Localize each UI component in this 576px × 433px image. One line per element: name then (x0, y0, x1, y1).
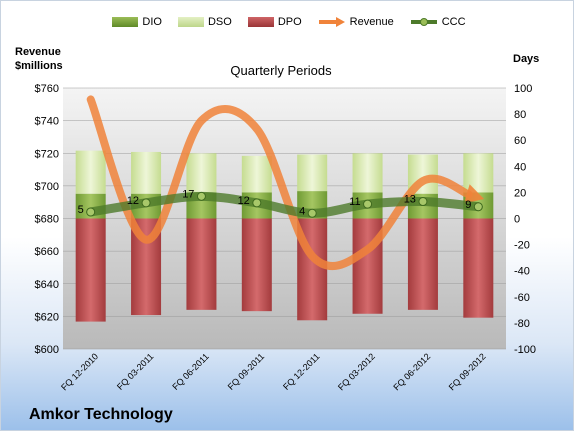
x-axis-tick-label: FQ 06-2011 (170, 351, 211, 392)
legend-label-dpo: DPO (277, 16, 302, 28)
left-axis-tick-label: $760 (35, 83, 59, 95)
ccc-value-label: 17 (182, 188, 194, 200)
left-axis-tick-label: $720 (35, 148, 59, 160)
bar-dso (186, 153, 217, 193)
ccc-point (307, 208, 317, 218)
right-axis-tick-label: -20 (514, 240, 530, 252)
ccc-point (252, 198, 262, 208)
x-axis-tick-label: FQ 12-2011 (281, 351, 322, 392)
right-axis-title: Days (513, 53, 540, 65)
legend-label-dso: DSO (207, 16, 232, 28)
bar-dso (241, 155, 272, 193)
ccc-value-label: 4 (299, 205, 305, 217)
chart-legend: DIO DSO DPO Revenue CCC (1, 13, 573, 31)
chart-title: Quarterly Periods (230, 63, 332, 78)
legend-swatch-dso (177, 17, 204, 27)
x-axis-tick-label: FQ 03-2011 (115, 351, 156, 392)
ccc-point (196, 191, 206, 201)
legend-item-revenue: Revenue (318, 16, 394, 28)
ccc-value-label: 13 (404, 194, 416, 206)
legend-item-dpo: DPO (247, 16, 302, 28)
left-axis-title-line1: Revenue (15, 46, 61, 58)
right-axis-tick-label: 60 (514, 135, 526, 147)
legend-arrow-icon (318, 17, 345, 27)
ccc-value-label: 12 (127, 195, 139, 207)
right-axis-tick-label: -60 (514, 292, 530, 304)
legend-swatch-dpo (247, 17, 274, 27)
ccc-value-label: 9 (465, 199, 471, 211)
left-axis-tick-label: $620 (35, 311, 59, 323)
left-axis-tick-label: $700 (35, 181, 59, 193)
left-axis-tick-label: $740 (35, 116, 59, 128)
bar-dpo (241, 218, 272, 312)
left-axis-title: Revenue $millions (15, 45, 63, 73)
bar-dso (297, 154, 328, 192)
ccc-value-label: 12 (238, 195, 250, 207)
ccc-point (418, 197, 428, 207)
legend-item-dio: DIO (112, 16, 162, 28)
revenue-arrowhead (463, 184, 485, 204)
right-axis-tick-label: 100 (514, 83, 532, 95)
bar-dso (131, 151, 162, 194)
ccc-value-label: 5 (78, 204, 84, 216)
legend-item-dso: DSO (177, 16, 232, 28)
right-axis-tick-label: 40 (514, 161, 526, 173)
x-axis-tick-label: FQ 09-2011 (226, 351, 267, 392)
left-axis-tick-label: $600 (35, 344, 59, 356)
bar-dso (463, 153, 494, 193)
right-axis-tick-label: 0 (514, 214, 520, 226)
left-axis-tick-label: $640 (35, 279, 59, 291)
left-axis-title-line2: $millions (15, 60, 63, 72)
bar-dso (75, 150, 106, 194)
ccc-value-label: 11 (349, 196, 360, 208)
legend-item-ccc: CCC (410, 16, 466, 28)
legend-label-ccc: CCC (441, 16, 466, 28)
x-axis-tick-label: FQ 12-2010 (59, 351, 100, 392)
right-axis-tick-label: 80 (514, 109, 526, 121)
bar-dpo (463, 218, 494, 318)
bar-dpo (407, 218, 438, 310)
legend-swatch-dio (112, 17, 139, 27)
legend-label-dio: DIO (142, 16, 162, 28)
left-axis-tick-label: $660 (35, 246, 59, 258)
company-name: Amkor Technology (29, 406, 173, 423)
right-axis-tick-label: -40 (514, 266, 530, 278)
ccc-point (363, 199, 373, 209)
legend-label-revenue: Revenue (349, 16, 394, 28)
bar-dpo (352, 218, 383, 314)
bar-dso (352, 153, 383, 193)
ccc-point (141, 198, 151, 208)
bar-dpo (75, 218, 106, 322)
ccc-point (86, 207, 96, 217)
x-axis-tick-label: FQ 03-2012 (336, 351, 377, 392)
x-axis-tick-label: FQ 06-2012 (391, 351, 432, 392)
bar-dpo (186, 218, 217, 310)
right-axis-tick-label: 20 (514, 187, 526, 199)
x-axis-tick-label: FQ 09-2012 (447, 351, 488, 392)
right-axis-tick-label: -80 (514, 318, 530, 330)
right-axis-tick-label: -100 (514, 344, 536, 356)
left-axis-tick-label: $680 (35, 214, 59, 226)
ccc-line (86, 191, 483, 218)
ccc-point (473, 202, 483, 212)
legend-ccc-line-icon (410, 18, 437, 26)
